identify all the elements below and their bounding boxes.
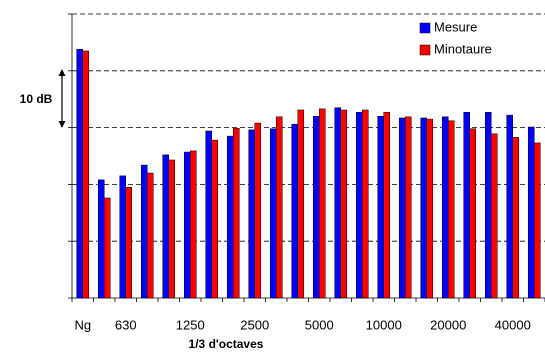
bar bbox=[312, 115, 320, 299]
bar bbox=[147, 172, 154, 299]
bar bbox=[484, 112, 492, 299]
x-tick-label: Ng bbox=[74, 317, 91, 332]
bar bbox=[362, 109, 369, 299]
bar bbox=[97, 179, 105, 299]
x-tick-label: 40000 bbox=[495, 317, 531, 332]
legend-label: Minotaure bbox=[434, 41, 492, 56]
annotation-arrow bbox=[58, 69, 66, 128]
bar bbox=[104, 197, 111, 299]
bar bbox=[183, 151, 191, 299]
legend-swatch bbox=[419, 44, 431, 56]
bar bbox=[119, 175, 127, 299]
bar bbox=[405, 116, 412, 299]
bar bbox=[463, 112, 471, 299]
bar bbox=[291, 123, 299, 299]
bar bbox=[534, 142, 541, 299]
x-tick-label: 20000 bbox=[430, 317, 466, 332]
bar bbox=[82, 50, 90, 299]
x-tick-label: 10000 bbox=[366, 317, 402, 332]
bar bbox=[512, 137, 520, 299]
bar bbox=[233, 127, 240, 299]
bar bbox=[269, 128, 277, 299]
bar bbox=[340, 109, 348, 299]
bar bbox=[162, 154, 169, 299]
bar bbox=[420, 117, 428, 299]
bar bbox=[125, 186, 133, 299]
legend-label: Mesure bbox=[434, 19, 477, 34]
bar bbox=[248, 129, 255, 299]
bar bbox=[276, 116, 283, 299]
bar bbox=[469, 128, 477, 299]
annotation: 10 dB bbox=[20, 92, 53, 106]
bar bbox=[334, 107, 342, 299]
bar bbox=[190, 150, 197, 299]
bar bbox=[140, 164, 148, 299]
bar bbox=[383, 112, 391, 299]
bar bbox=[211, 139, 219, 299]
bar bbox=[205, 130, 212, 299]
bar bbox=[355, 112, 363, 299]
bar bbox=[319, 108, 326, 299]
bar bbox=[441, 116, 449, 299]
bar bbox=[527, 126, 535, 299]
x-tick-label: 630 bbox=[115, 317, 137, 332]
bar bbox=[426, 118, 434, 299]
x-axis-title: 1/3 d'octaves bbox=[189, 337, 264, 351]
x-tick-label: 2500 bbox=[240, 317, 269, 332]
x-tick-label: 1250 bbox=[176, 317, 205, 332]
bar bbox=[254, 122, 262, 299]
bar bbox=[226, 135, 234, 299]
bar bbox=[398, 117, 406, 299]
bar bbox=[76, 48, 84, 299]
bar bbox=[448, 120, 455, 299]
bar bbox=[168, 159, 176, 299]
bar bbox=[297, 109, 305, 299]
bar bbox=[491, 133, 498, 299]
bar bbox=[506, 114, 514, 299]
x-tick-label: 5000 bbox=[305, 317, 334, 332]
legend-swatch bbox=[419, 22, 431, 34]
bar bbox=[377, 115, 385, 299]
